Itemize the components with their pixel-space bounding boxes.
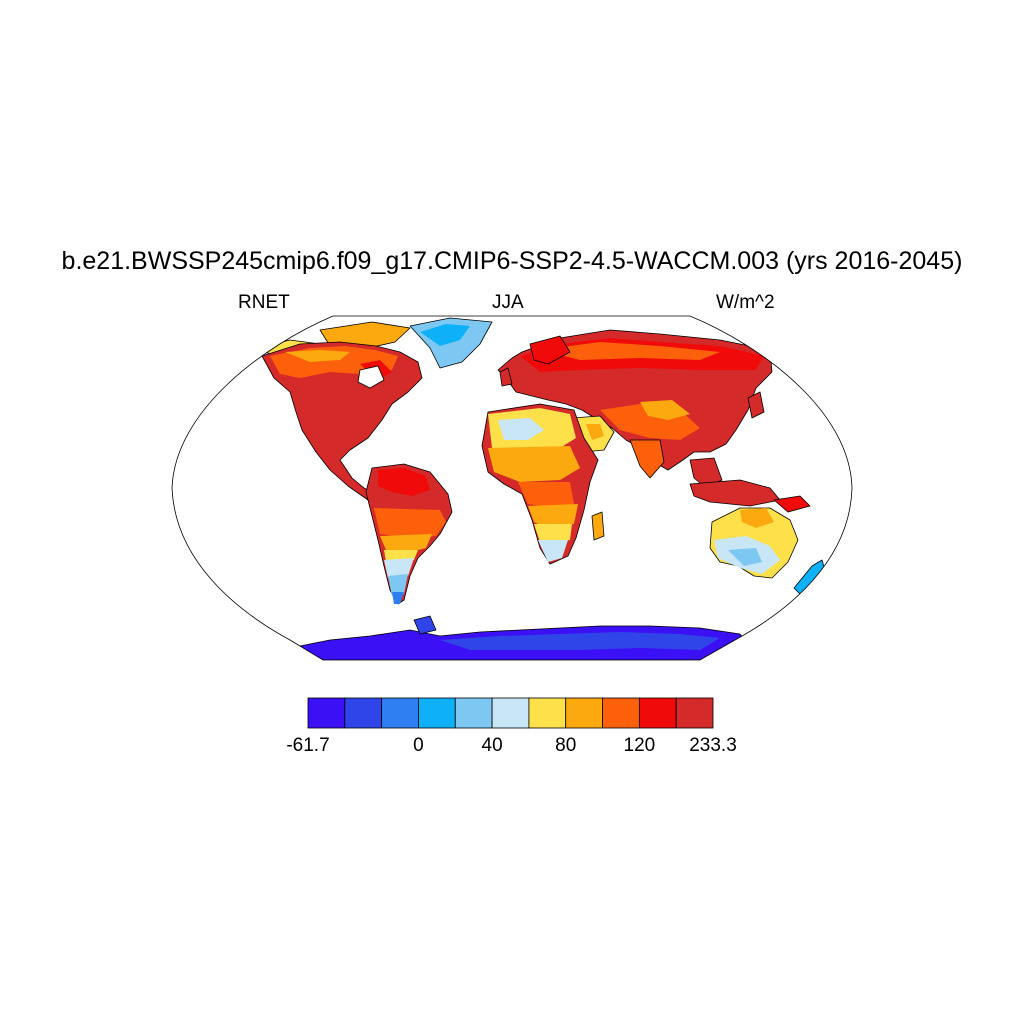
colorbar-swatch <box>418 697 456 729</box>
units-label: W/m^2 <box>716 292 775 313</box>
season-label: JJA <box>492 292 524 313</box>
colorbar-tick-label: 0 <box>413 735 424 756</box>
colorbar-swatch <box>454 697 493 729</box>
colorbar-swatch <box>307 697 346 729</box>
colorbar-swatch <box>638 697 677 729</box>
colorbar-swatch <box>491 697 530 729</box>
colorbar-swatch <box>344 697 383 729</box>
colorbar-swatch <box>602 697 640 729</box>
colorbar-tick-label: 40 <box>481 735 503 756</box>
map-border <box>171 315 853 661</box>
colorbar-tick-label: -61.7 <box>286 735 330 756</box>
colorbar-swatch <box>381 697 419 729</box>
colorbar-tick-label: 120 <box>623 735 656 756</box>
map-title: b.e21.BWSSP245cmip6.f09_g17.CMIP6-SSP2-4… <box>61 247 963 275</box>
colorbar-tick-label: 80 <box>555 735 577 756</box>
greenland-coast <box>420 324 470 346</box>
variable-label: RNET <box>238 292 290 313</box>
colorbar-swatch <box>528 697 567 729</box>
colorbar-swatch <box>675 697 714 729</box>
hudson-bay <box>357 365 385 389</box>
colorbar-swatch <box>565 697 603 729</box>
colorbar-tick-label: 233.3 <box>689 735 737 756</box>
